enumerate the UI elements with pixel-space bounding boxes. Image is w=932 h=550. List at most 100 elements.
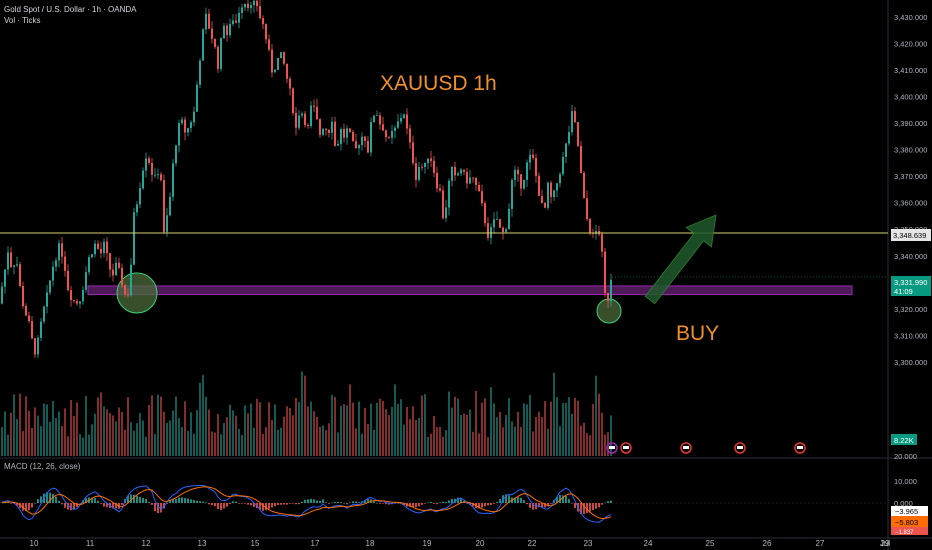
macd-histogram-bar [52,493,54,503]
candle-body [472,177,474,179]
candle-body [178,123,180,146]
volume-bar [544,401,546,456]
candle-body [403,114,405,118]
macd-value-tag: −3.965 [891,506,928,516]
macd-histogram-bar [169,500,171,503]
svg-text:−1.837: −1.837 [895,530,914,536]
volume-bar [106,409,108,456]
macd-histogram-bar [91,497,93,503]
volume-bar [301,371,303,456]
time-axis-tick: Jul [880,539,890,548]
macd-histogram-bar [76,503,78,508]
candle-body [289,78,291,89]
volume-bar [223,423,225,456]
volume-bar [166,422,168,456]
candle-body [304,113,306,126]
candle-body [241,7,243,13]
macd-histogram-bar [454,498,456,503]
candle-body [565,143,567,157]
volume-bar [292,415,294,456]
candle-body [94,243,96,255]
macd-histogram-bar [175,498,177,503]
volume-bar [283,416,285,456]
candle-body [394,127,396,131]
volume-bar [193,433,195,456]
event-icon [734,442,746,454]
time-axis-tick: 11 [86,539,95,548]
volume-bar [22,431,24,456]
volume-bar [562,403,564,456]
volume-bar [7,434,9,456]
macd-histogram-bar [574,503,576,509]
volume-bar [70,400,72,456]
candle-body [61,243,63,257]
candle-body [589,219,591,233]
candle-body [52,266,54,281]
candle-body [16,264,18,266]
price-axis-tick: 3,370.000 [894,172,927,181]
macd-histogram-bar [427,502,429,504]
candle-body [418,166,420,180]
macd-histogram-bar [385,503,387,505]
volume-bar [514,426,516,456]
candle-body [7,252,9,270]
macd-histogram-bar [244,503,246,504]
macd-histogram-bar [187,498,189,503]
volume-bar [79,434,81,456]
candle-body [250,5,252,9]
volume-bar [331,395,333,456]
candle-body [202,29,204,61]
candle-body [244,3,246,8]
candle-body [235,20,237,23]
candle-body [226,25,228,36]
macd-histogram-bar [58,500,60,503]
candle-body [415,163,417,180]
macd-histogram-bar [103,503,105,507]
candle-body [118,262,120,268]
candle-body [85,272,87,290]
candle-body [547,182,549,208]
macd-histogram-bar [421,503,423,505]
macd-histogram-bar [127,495,129,503]
macd-histogram-bar [55,496,57,503]
candle-body [430,158,432,161]
macd-histogram-bar [514,497,516,503]
volume-bar [73,416,75,456]
volume-bar [19,393,21,456]
volume-bar [406,406,408,456]
candle-body [64,256,66,271]
macd-histogram-bar [538,503,540,508]
candle-body [130,264,132,296]
price-axis: 3,300.0003,310.0003,320.0003,330.0003,34… [894,13,927,367]
macd-histogram-bar [325,502,327,503]
volume-bar [85,396,87,456]
macd-histogram-bar [352,501,354,503]
volume-bar [349,384,351,456]
macd-histogram-bar [349,502,351,503]
candle-body [253,0,255,6]
macd-histogram-bar [319,500,321,503]
event-icon-mark [683,446,689,449]
volume-bar [151,395,153,456]
volume-bar [25,396,27,456]
macd-histogram-bar [424,503,426,504]
macd-histogram-bar [271,503,273,508]
macd-histogram-bar [448,500,450,503]
volume-bar [454,396,456,456]
volume-bar [445,430,447,456]
price-axis-tick: 3,410.000 [894,66,927,75]
macd-histogram-bar [583,503,585,515]
volume-bar [418,417,420,456]
signal-value-tag: −5.803 [891,516,928,527]
chart-annotation-title: XAUUSD 1h [380,72,497,95]
volume-bar [367,424,369,456]
candle-body [517,169,519,175]
candle-body [355,141,357,149]
volume-bar [424,394,426,456]
candle-body [34,338,36,355]
macd-histogram-bar [337,501,339,503]
macd-histogram-bar [25,503,27,512]
candle-body [262,18,264,25]
volume-bar [64,408,66,456]
